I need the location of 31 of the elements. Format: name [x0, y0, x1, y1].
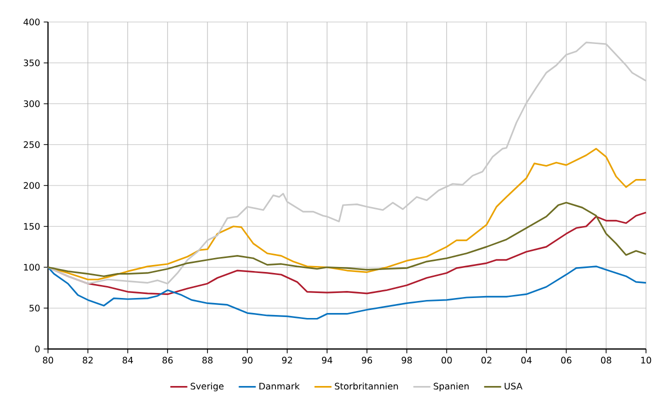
x-tick-label: 08 — [601, 356, 612, 364]
x-tick-label: 98 — [402, 356, 412, 364]
legend-label: USA — [504, 382, 522, 390]
x-tick-label: 88 — [202, 356, 213, 364]
y-tick-label: 0 — [35, 346, 40, 352]
x-tick-label: 82 — [82, 356, 93, 364]
x-tick-label: 94 — [322, 356, 332, 364]
x-tick-label: 04 — [521, 356, 532, 364]
y-tick-label: 350 — [24, 59, 40, 66]
legend-label: Storbritannien — [334, 382, 398, 390]
x-tick-label: 00 — [442, 356, 452, 364]
x-tick-label: 06 — [561, 356, 572, 364]
legend-label: Danmark — [259, 382, 300, 390]
x-tick-label: 92 — [282, 356, 292, 364]
x-tick-label: 02 — [481, 356, 492, 364]
legend-label: Spanien — [434, 382, 469, 392]
y-tick-label: 250 — [24, 141, 40, 148]
y-tick-label: 100 — [24, 264, 40, 271]
y-tick-label: 150 — [24, 222, 40, 230]
x-tick-label: 84 — [122, 356, 133, 364]
x-tick-label: 10 — [641, 356, 652, 364]
y-tick-label: 400 — [24, 18, 40, 26]
y-tick-label: 200 — [24, 182, 40, 189]
x-tick-label: 96 — [362, 356, 372, 364]
y-tick-label: 50 — [30, 304, 40, 312]
legend-label: Sverige — [190, 382, 224, 392]
line-series — [47, 42, 647, 284]
x-tick-label: 90 — [242, 356, 252, 364]
y-tick-label: 300 — [24, 100, 40, 108]
x-tick-label: 80 — [42, 356, 54, 364]
x-tick-label: 86 — [162, 356, 173, 364]
